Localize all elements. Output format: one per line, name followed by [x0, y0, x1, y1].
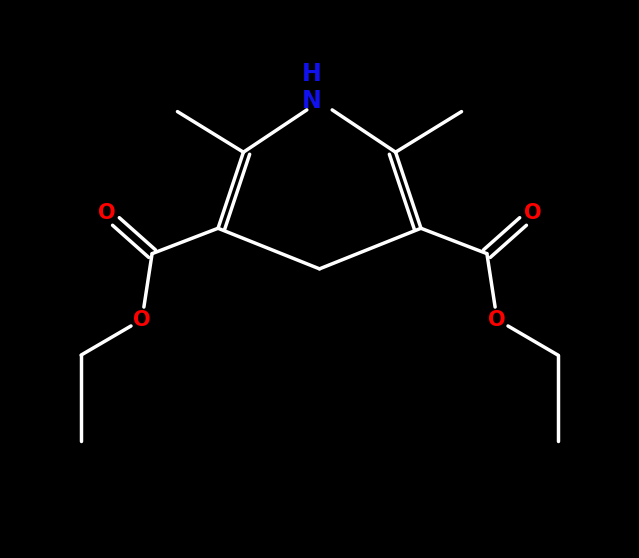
Text: O: O: [98, 203, 115, 223]
Text: N: N: [302, 89, 322, 113]
Text: O: O: [133, 310, 151, 330]
Text: O: O: [488, 310, 506, 330]
Text: O: O: [524, 203, 541, 223]
Text: H: H: [302, 61, 322, 85]
